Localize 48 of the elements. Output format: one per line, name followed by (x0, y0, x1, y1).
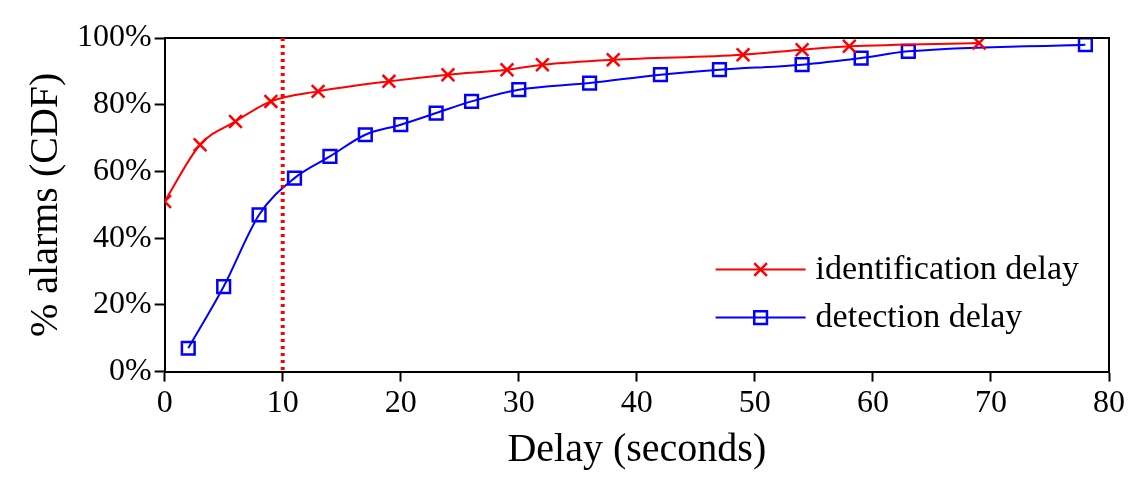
point (310, 83, 326, 99)
point (322, 148, 338, 165)
point (227, 113, 244, 130)
point (853, 50, 869, 66)
point (711, 62, 728, 78)
y-axis-title: % alarms (CDF) (20, 72, 66, 337)
point (794, 57, 810, 73)
point (605, 52, 621, 68)
y-tick-label: 80% (93, 84, 152, 121)
y-tick-label: 40% (93, 217, 152, 254)
legend-label: identification delay (815, 248, 1080, 286)
point (1077, 38, 1094, 53)
point (286, 170, 303, 186)
point (440, 67, 456, 83)
point (381, 73, 397, 89)
x-tick-label: 10 (266, 383, 299, 420)
legend-label: detection delay (815, 296, 1023, 334)
y-tick-label: 100% (77, 17, 152, 54)
y-tick-label: 0% (109, 351, 152, 388)
point (393, 117, 409, 133)
point (652, 67, 669, 83)
point (263, 93, 279, 109)
point (216, 278, 232, 295)
x-tick-label: 40 (620, 383, 653, 420)
x-tick-label: 60 (856, 383, 889, 420)
x-tick-label: 70 (974, 383, 1007, 420)
point (428, 105, 444, 121)
point (534, 57, 551, 73)
point (499, 62, 515, 78)
point (511, 82, 527, 98)
point (841, 38, 857, 54)
point (794, 42, 810, 58)
x-tick-label: 50 (738, 383, 771, 420)
point (971, 38, 987, 51)
x-tick-label: 0 (156, 383, 173, 420)
x-tick-label: 20 (384, 383, 417, 420)
x-tick-label: 80 (1093, 383, 1125, 420)
point (582, 75, 598, 91)
y-tick-label: 60% (93, 150, 152, 187)
x-tick-label: 30 (502, 383, 535, 420)
point (251, 207, 267, 223)
point (357, 127, 373, 143)
point (463, 93, 480, 109)
point (180, 340, 196, 356)
point (735, 47, 751, 63)
y-tick-label: 20% (93, 284, 152, 321)
x-axis-title: Delay (seconds) (507, 424, 767, 470)
point (192, 137, 208, 153)
